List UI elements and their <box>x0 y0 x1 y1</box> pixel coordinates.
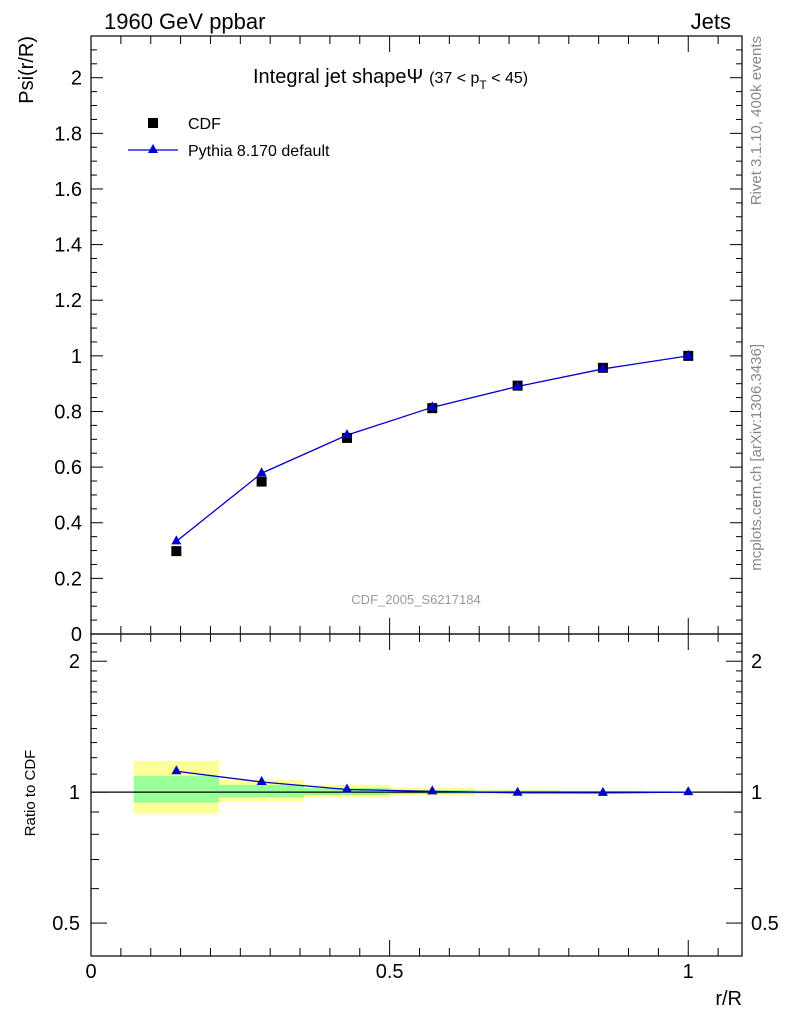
ratio-pythia-point <box>683 786 694 796</box>
top-ytick-label: 0.8 <box>54 401 82 423</box>
xlabel: r/R <box>715 988 742 1010</box>
ratio-pythia-point <box>341 783 352 793</box>
pythia-line <box>175 355 689 542</box>
ratio-pythia-point <box>512 786 523 796</box>
top-ytick-label: 0.4 <box>54 513 82 535</box>
rivet-label: Rivet 3.1.10, 400k events <box>748 36 765 205</box>
ratio-ytick-label-left: 1 <box>69 782 80 804</box>
ratio-pythia-point <box>171 765 182 775</box>
ratio-ylabel: Ratio to CDF <box>22 750 39 837</box>
top-ytick-label: 0.2 <box>54 568 82 590</box>
ratio-xtick-label: 0.5 <box>376 961 404 983</box>
pythia-point <box>341 429 352 439</box>
cdf-point <box>256 476 267 487</box>
legend-cdf-marker <box>148 118 158 128</box>
top-ytick-label: 0 <box>71 624 82 646</box>
pythia-point <box>683 349 694 359</box>
ratio-xtick-label: 1 <box>683 961 694 983</box>
top-ytick-label: 1.2 <box>54 290 82 312</box>
ratio-pythia-point <box>597 786 608 796</box>
legend-cdf-label: CDF <box>188 116 221 133</box>
pythia-point <box>427 401 438 411</box>
top-ytick-label: 1.4 <box>54 235 82 257</box>
plot-title-main: Integral jet shapeΨ <box>253 66 423 88</box>
ratio-ytick-label-right: 2 <box>751 651 762 673</box>
legend-pythia-marker <box>148 144 158 153</box>
ratio-pythia-point <box>256 776 267 786</box>
ratio-ytick-label-right: 1 <box>751 782 762 804</box>
pythia-point <box>512 380 523 390</box>
header-left: 1960 GeV ppbar <box>104 9 265 34</box>
ratio-panel-frame <box>90 633 743 957</box>
ratio-ytick-label-right: 0.5 <box>751 913 779 935</box>
ratio-xtick-label: 0 <box>85 961 96 983</box>
top-ytick-label: 2 <box>71 68 82 90</box>
top-ytick-label: 1 <box>71 346 82 368</box>
top-ytick-label: 1.6 <box>54 179 82 201</box>
analysis-watermark: CDF_2005_S6217184 <box>351 592 480 607</box>
ratio-band-inner <box>133 775 219 803</box>
header-right: Jets <box>691 9 731 34</box>
ratio-ytick-label-left: 0.5 <box>52 913 80 935</box>
cdf-point <box>171 546 182 557</box>
pythia-point <box>171 535 182 545</box>
plot-title-sub: (37 < p <box>429 70 479 87</box>
plot-title-sub-end: < 45) <box>487 70 528 87</box>
plot-title: Integral jet shapeΨ (37 < pT < 45) <box>253 66 528 92</box>
pythia-point <box>256 467 267 477</box>
pythia-point <box>597 362 608 372</box>
legend-pythia-label: Pythia 8.170 default <box>188 143 330 160</box>
top-ytick-label: 0.6 <box>54 457 82 479</box>
mcplots-label: mcplots.cern.ch [arXiv:1306.3436] <box>748 344 765 571</box>
top-ylabel: Psi(r/R) <box>16 36 38 104</box>
ratio-ytick-label-left: 2 <box>69 651 80 673</box>
ratio-pythia-point <box>427 785 438 795</box>
plot-title-sub-index: T <box>479 78 487 92</box>
ratio-band-inner <box>218 784 305 798</box>
top-ytick-label: 1.8 <box>54 123 82 145</box>
